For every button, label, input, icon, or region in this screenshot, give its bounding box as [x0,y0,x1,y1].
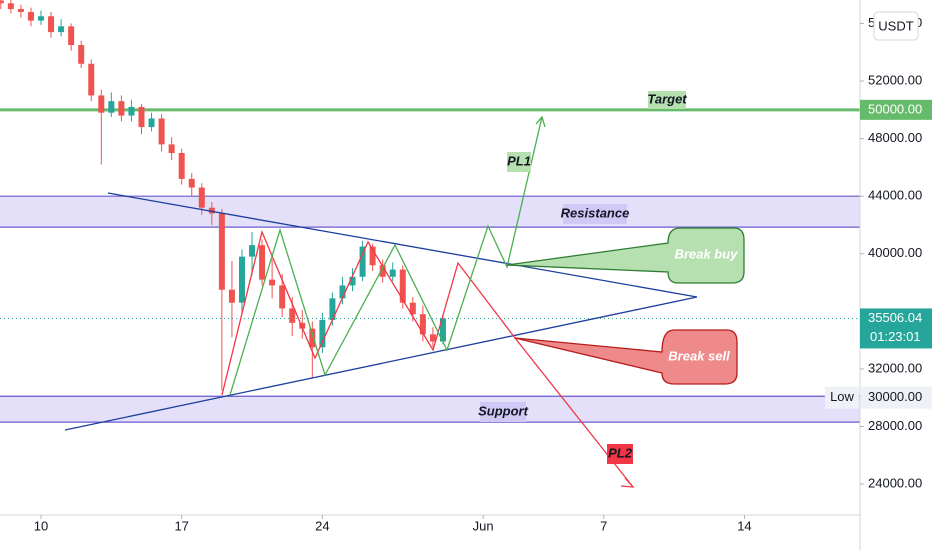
break-buy-label: Break buy [675,246,739,261]
candle-body [0,0,4,4]
candle-body [208,207,215,214]
candle-body [218,213,225,290]
zigzag-red [221,229,634,488]
candle-body [269,279,276,286]
callout-buy [506,227,745,284]
break-sell-label: Break sell [668,348,730,363]
candle-body [439,318,446,342]
pl1-label: PL1 [507,153,531,168]
x-tick-label: 7 [600,518,607,533]
zone [0,396,860,423]
currency-button [873,11,919,41]
last-price-label: 35506.04 [868,310,922,325]
x-tick-label: 14 [737,518,751,533]
candle-body [118,101,125,116]
target-price-label: 50000.00 [868,101,922,116]
candle-body [38,16,45,21]
x-tick-label: 17 [174,518,188,533]
candle-body [228,289,235,303]
y-tick-label: 48000.00 [868,130,922,145]
low-tag-label: Low [830,389,854,404]
x-tick-label: 24 [315,518,329,533]
candle-body [7,3,14,10]
candle-body [389,269,396,277]
candle-body [168,144,175,154]
y-tick-label: 32000.00 [868,360,922,375]
candle-body [399,269,406,303]
candle-body [58,26,65,33]
candle-body [128,106,135,116]
resistance-label: Resistance [561,205,630,220]
candle-body [369,246,376,266]
candle-body [319,319,326,348]
candle-body [188,178,195,188]
y-tick-label: 24000.00 [868,475,922,490]
target-price-box [860,99,932,120]
candle-body [419,314,426,335]
candle-body [309,328,316,348]
low-tag [825,386,859,409]
pl2-box [607,444,633,464]
candle-body [429,334,436,342]
candle-body [359,246,366,277]
arrow-head [620,477,635,488]
arrow-head [535,115,546,128]
candle-body [259,245,266,280]
candle-body [27,11,34,21]
candle-body [48,16,55,33]
target-label-box [648,91,686,109]
candle-body [329,298,336,320]
candle-body [289,308,296,323]
trend-line [107,192,698,298]
trend-line [64,296,698,431]
candle-body [299,322,306,329]
candle-body [279,285,286,309]
currency-label: USDT [878,18,913,33]
candle-body [88,63,95,96]
candle-body [108,101,115,113]
x-tick-label: Jun [473,518,494,533]
candles [0,0,446,391]
last-price-box [860,308,932,349]
candle-body [138,106,145,128]
candle-body [349,276,356,286]
candle-body [78,45,85,64]
low-price-label: 30000.00 [868,389,922,404]
y-tick-label: 28000.00 [868,418,922,433]
candle-body [409,302,416,315]
candle-body [98,95,105,113]
candle-body [198,187,205,208]
candle-body [249,245,256,257]
pl2-label: PL2 [608,445,633,460]
pl1-box [507,152,531,172]
candle-body [379,265,386,277]
candle-body [238,256,245,303]
axis-bg [860,0,932,550]
zigzag-green [229,116,543,396]
candle-body [148,118,155,128]
target-label: Target [647,91,687,106]
support-label-box [480,402,526,422]
countdown-label: 01:23:01 [870,329,921,344]
drawings [64,91,745,488]
y-tick-label: 40000.00 [868,245,922,260]
x-tick-label: 10 [34,518,48,533]
callout-sell [514,329,738,385]
candle-body [178,153,185,179]
candle-body [68,26,75,46]
resistance-label-box [563,204,627,224]
y-tick-label: 44000.00 [868,188,922,203]
low-price-box [861,386,932,409]
zone [0,196,860,228]
candle-body [339,285,346,299]
support-label: Support [478,403,528,418]
y-tick-label: 52000.00 [868,72,922,87]
axis-bg [0,515,932,550]
candle-body [158,118,165,145]
candle-body [17,9,24,12]
